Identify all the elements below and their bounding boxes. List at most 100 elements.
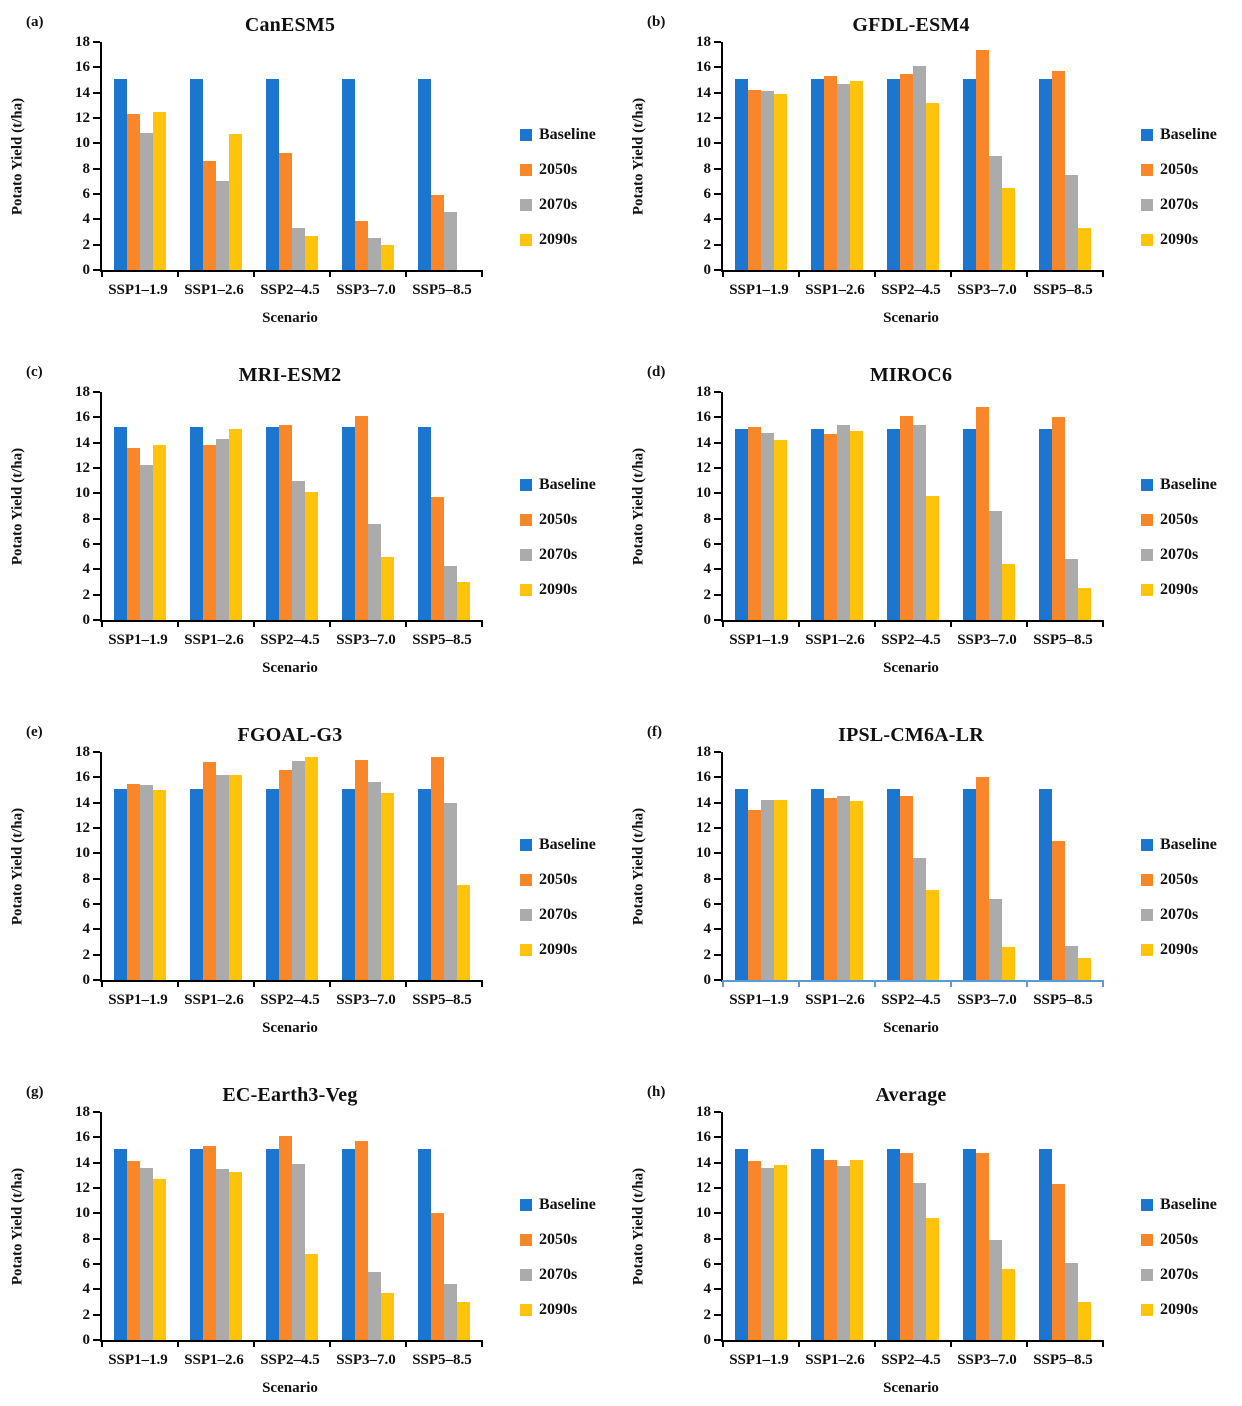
- x-category-label: SSP5–8.5: [412, 1352, 472, 1368]
- y-tick-label: 16: [75, 769, 90, 786]
- bar-baseline-1: [114, 788, 127, 980]
- legend-swatch-2050s: [520, 874, 532, 886]
- x-category-labels: SSP1–1.9 SSP1–2.6 SSP2–4.5 SSP3–7.0 SSP5–8.5: [721, 282, 1101, 299]
- bar-2050s-3: [900, 73, 913, 270]
- bar-2050s-5: [431, 195, 444, 270]
- legend-item-2090s: 2090s: [520, 941, 596, 959]
- bar-2070s-5: [444, 802, 457, 980]
- x-tick-mark: [798, 270, 800, 277]
- y-tick-label: 2: [703, 586, 712, 603]
- legend-swatch-2090s: [1141, 1304, 1153, 1316]
- bar-group: [406, 1112, 482, 1340]
- y-tick-label: 12: [75, 109, 90, 126]
- bar-2050s-3: [900, 796, 913, 980]
- bar-2050s-5: [1052, 1184, 1065, 1340]
- bar-group: [1027, 1112, 1103, 1340]
- bar-group: [254, 392, 330, 620]
- bar-2050s-2: [824, 1160, 837, 1340]
- y-tick-label: 18: [75, 384, 90, 400]
- bar-2070s-1: [140, 1167, 153, 1340]
- x-category-label: SSP1–2.6: [184, 992, 244, 1008]
- bar-2090s-4: [381, 1293, 394, 1340]
- chart-title: EC-Earth3-Veg: [222, 1084, 358, 1106]
- y-tick-label: 2: [82, 946, 91, 963]
- bar-baseline-2: [811, 78, 824, 270]
- bar-group: [875, 1112, 951, 1340]
- panel-letter: (h): [647, 1084, 666, 1100]
- bar-group: [178, 1112, 254, 1340]
- bar-2090s-2: [850, 1160, 863, 1340]
- y-tick-label: 16: [696, 409, 711, 426]
- bar-2070s-2: [837, 83, 850, 270]
- bar-2070s-3: [292, 1163, 305, 1340]
- chart-title: MIROC6: [869, 364, 953, 386]
- legend-swatch-baseline: [1141, 479, 1153, 491]
- legend: Baseline 2050s 2070s 2090s: [520, 836, 596, 976]
- x-tick-mark: [329, 1340, 331, 1347]
- legend-label: 2070s: [539, 546, 578, 563]
- chart-panel-f: (f) IPSL-CM6A-LR Potato Yield (t/ha) 0 2 4 6 8 1…: [621, 710, 1242, 1070]
- x-tick-mark: [253, 980, 255, 987]
- legend-swatch-2050s: [1141, 164, 1153, 176]
- y-axis-label: Potato Yield (t/ha): [9, 807, 26, 926]
- bar-2090s-2: [229, 428, 242, 620]
- legend-item-2070s: 2070s: [1141, 906, 1217, 924]
- y-tick-mark: [93, 1161, 100, 1164]
- legend-item-2070s: 2070s: [1141, 546, 1217, 564]
- y-tick-mark: [714, 416, 721, 419]
- y-tick-label: 6: [703, 895, 712, 912]
- y-tick-mark: [714, 1212, 721, 1215]
- y-tick-label: 0: [703, 262, 712, 278]
- y-tick-mark: [93, 441, 100, 444]
- x-tick-mark: [722, 1340, 724, 1347]
- bar-baseline-2: [811, 788, 824, 980]
- bar-2050s-2: [824, 797, 837, 980]
- bar-baseline-3: [266, 1148, 279, 1340]
- bar-baseline-5: [1039, 788, 1052, 980]
- y-tick-label: 2: [703, 1306, 712, 1323]
- y-tick-mark: [93, 928, 100, 931]
- chart-panel-a: (a) CanESM5 Potato Yield (t/ha) 0 2 4 6 8 10 12 14…: [0, 0, 621, 350]
- legend-item-2050s: 2050s: [520, 871, 596, 889]
- legend-item-2050s: 2050s: [1141, 871, 1217, 889]
- x-tick-mark: [950, 1340, 952, 1347]
- y-tick-label: 12: [75, 819, 90, 836]
- bar-2090s-1: [774, 440, 787, 620]
- y-tick-mark: [714, 776, 721, 779]
- bar-2090s-3: [926, 890, 939, 980]
- bar-2090s-5: [1078, 1302, 1091, 1340]
- x-category-label: SSP3–7.0: [957, 1352, 1017, 1368]
- y-tick-mark: [93, 801, 100, 804]
- x-tick-mark: [405, 1340, 407, 1347]
- y-tick-mark: [93, 1313, 100, 1316]
- bar-group: [178, 752, 254, 980]
- x-tick-mark: [874, 620, 876, 627]
- bar-2070s-2: [837, 796, 850, 980]
- bar-2070s-1: [140, 784, 153, 980]
- y-tick-label: 2: [82, 1306, 91, 1323]
- y-tick-mark: [714, 902, 721, 905]
- y-tick-label: 8: [703, 160, 712, 177]
- y-tick-label: 10: [75, 485, 90, 502]
- legend-item-2070s: 2070s: [520, 196, 596, 214]
- bar-baseline-4: [963, 78, 976, 270]
- bar-2050s-1: [748, 90, 761, 270]
- x-tick-mark: [1102, 980, 1104, 987]
- bar-group: [178, 42, 254, 270]
- legend-item-2090s: 2090s: [1141, 581, 1217, 599]
- y-tick-label: 10: [75, 1205, 90, 1222]
- bar-group: [799, 392, 875, 620]
- panel-letter: (f): [647, 724, 662, 740]
- x-tick-mark: [101, 980, 103, 987]
- x-category-labels: SSP1–1.9 SSP1–2.6 SSP2–4.5 SSP3–7.0 SSP5–8.5: [721, 632, 1101, 649]
- x-tick-mark: [405, 270, 407, 277]
- legend-swatch-2050s: [1141, 514, 1153, 526]
- x-tick-mark: [177, 980, 179, 987]
- x-category-label: SSP1–2.6: [184, 282, 244, 298]
- y-tick-label: 6: [703, 1255, 712, 1272]
- y-tick-label: 14: [75, 84, 90, 101]
- x-category-label: SSP3–7.0: [336, 1352, 396, 1368]
- bar-2050s-1: [127, 447, 140, 620]
- x-tick-mark: [950, 620, 952, 627]
